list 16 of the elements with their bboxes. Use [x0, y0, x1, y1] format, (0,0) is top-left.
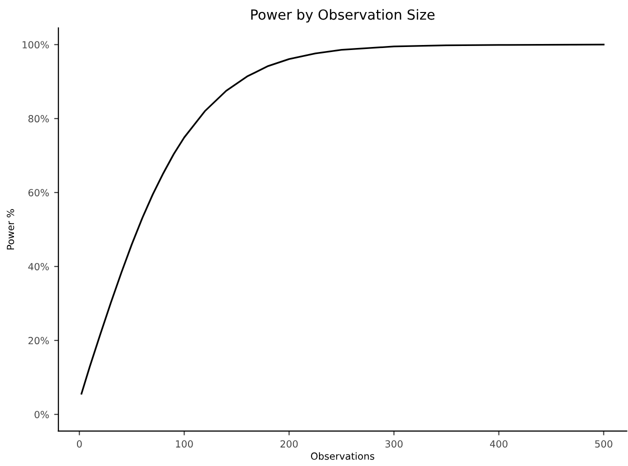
y-tick-label: 0% — [34, 410, 49, 418]
y-tick-label: 100% — [22, 41, 49, 48]
x-tick-label: 0 — [76, 440, 82, 448]
x-tick-label: 200 — [280, 440, 298, 448]
chart-title: Power by Observation Size — [251, 9, 435, 23]
x-tick-label: 500 — [595, 440, 612, 448]
y-axis-title: Power % — [6, 209, 14, 250]
y-tick-label: 20% — [28, 336, 49, 344]
x-axis-title: Observations — [310, 452, 374, 460]
line-series — [80, 44, 605, 395]
y-tick-label: 40% — [28, 262, 49, 270]
y-tick-label: 80% — [28, 115, 49, 122]
x-tick-label: 300 — [385, 440, 403, 448]
y-tick-label: 60% — [28, 189, 49, 196]
x-tick-label: 400 — [490, 440, 508, 448]
x-tick-label: 100 — [176, 440, 193, 448]
